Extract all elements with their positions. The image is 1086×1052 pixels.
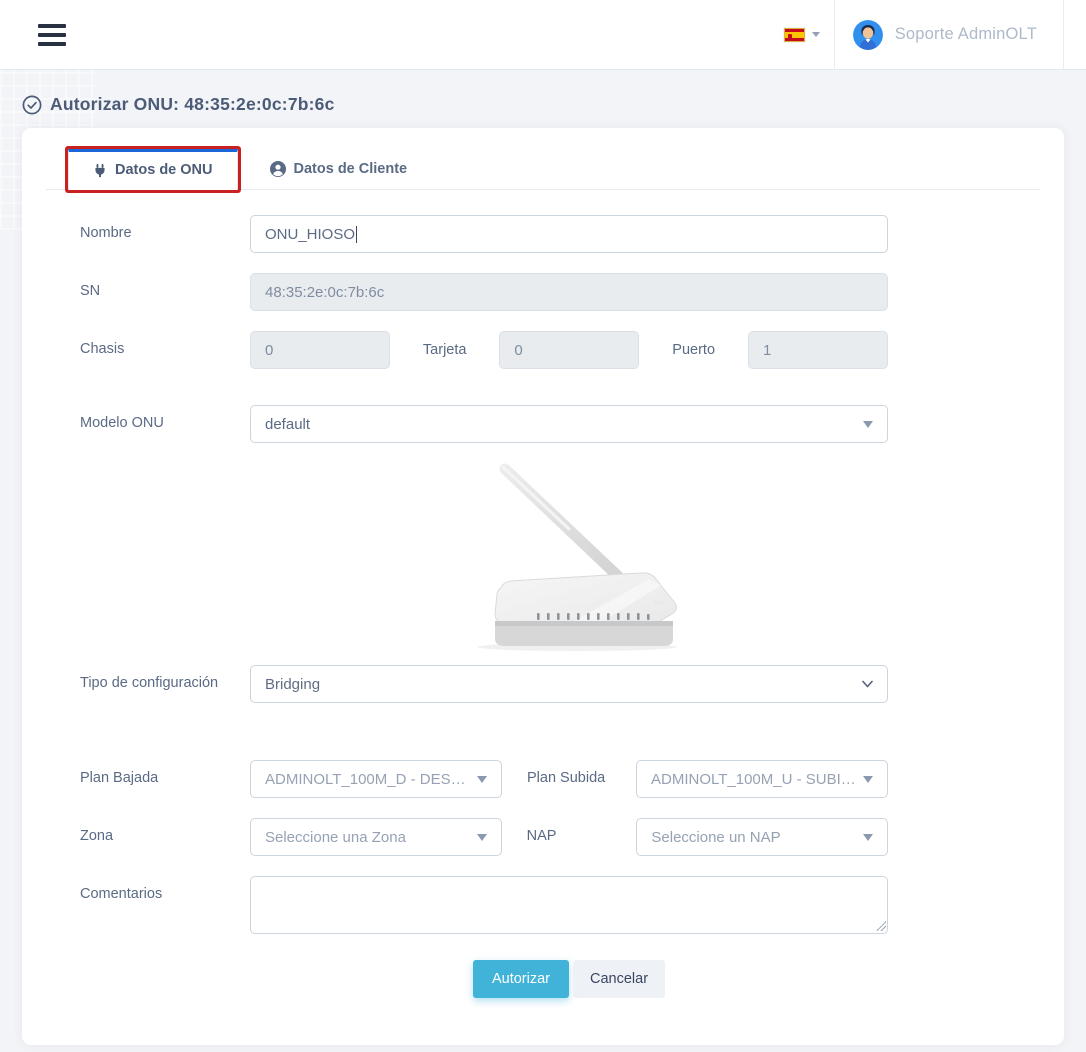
user-avatar xyxy=(852,19,883,50)
page-content: Autorizar ONU: 48:35:2e:0c:7b:6c Datos d… xyxy=(0,70,1086,1052)
zona-label: Zona xyxy=(80,828,114,844)
nap-select[interactable]: Seleccione un NAP xyxy=(636,818,888,856)
tarjeta-label: Tarjeta xyxy=(422,342,467,358)
authorize-button[interactable]: Autorizar xyxy=(472,960,569,998)
plan-bajada-select[interactable]: ADMINOLT_100M_D - DESCAR... xyxy=(250,760,502,798)
tab-bar: Datos de ONU Datos de Cliente xyxy=(46,149,1040,190)
dropdown-caret-icon xyxy=(863,775,873,783)
tipo-configuracion-select[interactable]: Bridging xyxy=(250,665,888,703)
hamburger-menu-icon[interactable] xyxy=(38,23,66,46)
puerto-label: Puerto xyxy=(672,342,716,358)
onu-device-image xyxy=(477,463,677,651)
nombre-value: ONU_HIOSO xyxy=(265,225,356,243)
tarjeta-value: 0 xyxy=(514,341,523,359)
text-cursor xyxy=(356,225,358,243)
plan-bajada-value: ADMINOLT_100M_D - DESCAR... xyxy=(265,770,471,788)
puerto-value: 1 xyxy=(762,341,772,359)
dropdown-caret-icon xyxy=(476,833,487,841)
language-selector[interactable] xyxy=(783,0,834,69)
tipo-configuracion-value: Bridging xyxy=(265,675,321,693)
chasis-value: 0 xyxy=(265,341,274,359)
plan-subida-label: Plan Subida xyxy=(527,770,606,786)
chevron-down-icon xyxy=(862,680,873,688)
modelo-onu-select[interactable]: default xyxy=(250,405,888,443)
nombre-label: Nombre xyxy=(80,225,132,241)
chasis-input: 0 xyxy=(250,331,390,369)
chasis-label: Chasis xyxy=(80,341,125,357)
authorize-onu-card: Datos de ONU Datos de Cliente Nombre ONU… xyxy=(22,128,1064,1045)
spain-flag-icon xyxy=(783,27,805,42)
page-title: Autorizar ONU: 48:35:2e:0c:7b:6c xyxy=(50,94,335,114)
dropdown-caret-icon xyxy=(862,833,873,841)
plan-subida-select[interactable]: ADMINOLT_100M_U - SUBIDA xyxy=(636,760,888,798)
nombre-input[interactable]: ONU_HIOSO xyxy=(250,215,888,253)
plug-icon xyxy=(95,163,105,177)
tarjeta-input: 0 xyxy=(499,331,640,369)
nap-label: NAP xyxy=(526,828,557,844)
zona-select[interactable]: Seleccione una Zona xyxy=(250,818,502,856)
tab-datos-de-cliente[interactable]: Datos de Cliente xyxy=(250,151,428,189)
sn-input: 48:35:2e:0c:7b:6c xyxy=(250,273,888,311)
check-circle-icon xyxy=(22,95,42,114)
zona-value: Seleccione una Zona xyxy=(265,828,406,846)
tab-datos-de-onu[interactable]: Datos de ONU xyxy=(68,149,238,190)
caret-down-icon xyxy=(811,32,820,37)
tab-label: Datos de ONU xyxy=(115,162,213,178)
dropdown-caret-icon xyxy=(863,420,873,428)
top-navbar: Soporte AdminOLT xyxy=(0,0,1086,70)
sn-value: 48:35:2e:0c:7b:6c xyxy=(265,283,385,301)
modelo-onu-value: default xyxy=(265,415,311,433)
onu-form: Nombre ONU_HIOSO SN 48:35:2e:0c:7b:6c xyxy=(80,215,888,998)
user-menu[interactable]: Soporte AdminOLT xyxy=(833,0,1064,69)
user-circle-icon xyxy=(269,161,286,177)
comentarios-textarea[interactable] xyxy=(250,876,888,934)
cancel-button[interactable]: Cancelar xyxy=(573,960,666,998)
user-name: Soporte AdminOLT xyxy=(894,25,1037,43)
comentarios-label: Comentarios xyxy=(80,886,163,902)
plan-subida-value: ADMINOLT_100M_U - SUBIDA xyxy=(651,770,857,788)
sn-label: SN xyxy=(80,283,101,299)
modelo-onu-label: Modelo ONU xyxy=(80,415,164,431)
plan-bajada-label: Plan Bajada xyxy=(80,770,159,786)
tab-label: Datos de Cliente xyxy=(293,161,408,177)
dropdown-caret-icon xyxy=(477,775,487,783)
nap-value: Seleccione un NAP xyxy=(651,828,781,846)
tipo-configuracion-label: Tipo de configuración xyxy=(80,675,219,691)
puerto-input: 1 xyxy=(747,331,888,369)
